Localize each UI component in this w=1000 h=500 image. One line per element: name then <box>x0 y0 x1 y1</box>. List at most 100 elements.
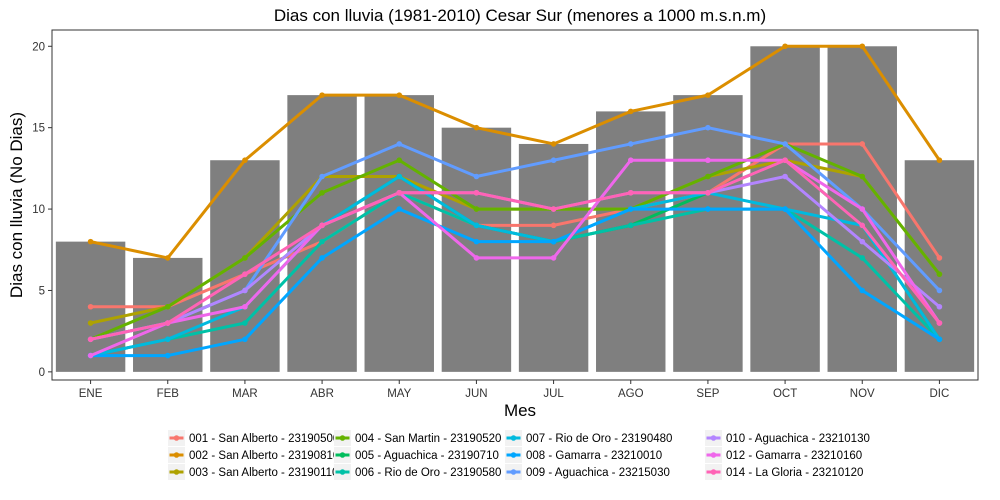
data-point <box>782 43 788 49</box>
legend-key-point <box>174 469 180 475</box>
data-point <box>937 288 943 294</box>
legend-label: 012 - Gamarra - 23210160 <box>726 450 862 462</box>
x-tick-label: FEB <box>157 388 180 400</box>
legend-label: 010 - Aguachica - 23210130 <box>726 433 870 445</box>
legend-item: 007 - Rio de Oro - 23190480 <box>505 430 672 446</box>
legend-item: 014 - La Gloria - 23210120 <box>705 464 863 480</box>
data-point <box>319 239 325 245</box>
bar-sep <box>673 95 742 372</box>
data-point <box>474 190 480 196</box>
x-tick-label: DIC <box>930 388 950 400</box>
data-point <box>396 141 402 147</box>
data-point <box>242 320 248 326</box>
data-point <box>705 125 711 131</box>
data-point <box>474 223 480 229</box>
legend-key-point <box>711 469 717 475</box>
y-tick-label: 20 <box>32 41 45 53</box>
legend-label: 002 - San Alberto - 23190810 <box>189 450 339 462</box>
data-point <box>88 320 94 326</box>
data-point <box>319 174 325 180</box>
data-point <box>474 125 480 131</box>
y-axis: 0 5 10 15 20 <box>32 41 52 379</box>
data-point <box>551 255 557 261</box>
data-point <box>705 174 711 180</box>
data-point <box>474 174 480 180</box>
legend-item: 006 - Rio de Oro - 23190580 <box>334 464 501 480</box>
bar-jun <box>442 128 511 372</box>
data-point <box>242 255 248 261</box>
legend-key-point <box>711 452 717 458</box>
data-point <box>319 190 325 196</box>
legend-key-point <box>711 435 717 441</box>
legend-item: 002 - San Alberto - 23190810 <box>168 447 339 463</box>
data-point <box>474 239 480 245</box>
legend-label: 004 - San Martin - 23190520 <box>355 433 501 445</box>
data-point <box>396 157 402 163</box>
data-point <box>396 206 402 212</box>
data-point <box>705 190 711 196</box>
legend-item: 010 - Aguachica - 23210130 <box>705 430 870 446</box>
legend-key-point <box>340 469 346 475</box>
data-point <box>782 206 788 212</box>
data-point <box>705 157 711 163</box>
legend-item: 005 - Aguachica - 23190710 <box>334 447 499 463</box>
data-point <box>551 223 557 229</box>
y-tick-label: 0 <box>39 367 45 379</box>
data-point <box>628 157 634 163</box>
data-point <box>551 141 557 147</box>
data-point <box>319 223 325 229</box>
data-point <box>859 174 865 180</box>
y-axis-title: Dias con lluvia (No Dias) <box>7 112 26 298</box>
legend-key-point <box>511 435 517 441</box>
data-point <box>859 239 865 245</box>
legend-label: 008 - Gamarra - 23210010 <box>526 450 662 462</box>
data-point <box>782 141 788 147</box>
legend-item: 008 - Gamarra - 23210010 <box>505 447 662 463</box>
x-tick-label: MAR <box>232 388 258 400</box>
data-point <box>782 157 788 163</box>
data-point <box>859 43 865 49</box>
legend-item: 003 - San Alberto - 23190110 <box>168 464 338 480</box>
legend-key-point <box>511 452 517 458</box>
x-tick-label: OCT <box>773 388 797 400</box>
legend-label: 006 - Rio de Oro - 23190580 <box>355 467 501 479</box>
data-point <box>242 271 248 277</box>
data-point <box>474 206 480 212</box>
x-axis-title: Mes <box>504 401 536 420</box>
data-point <box>859 141 865 147</box>
legend: 001 - San Alberto - 23190500 002 - San Al… <box>168 430 870 480</box>
legend-key-point <box>340 452 346 458</box>
data-point <box>165 353 171 359</box>
data-point <box>396 92 402 98</box>
data-point <box>859 206 865 212</box>
data-point <box>165 337 171 343</box>
legend-label: 009 - Aguachica - 23215030 <box>526 467 670 479</box>
data-point <box>937 255 943 261</box>
legend-label: 007 - Rio de Oro - 23190480 <box>526 433 672 445</box>
y-tick-label: 15 <box>32 123 45 135</box>
data-point <box>88 353 94 359</box>
bar-abr <box>287 95 356 372</box>
legend-item: 012 - Gamarra - 23210160 <box>705 447 862 463</box>
data-point <box>242 337 248 343</box>
data-point <box>88 239 94 245</box>
data-point <box>474 255 480 261</box>
data-point <box>319 255 325 261</box>
legend-key-point <box>174 435 180 441</box>
legend-label: 005 - Aguachica - 23190710 <box>355 450 499 462</box>
x-tick-label: ENE <box>79 388 103 400</box>
data-point <box>242 304 248 310</box>
legend-label: 014 - La Gloria - 23210120 <box>726 467 863 479</box>
legend-label: 003 - San Alberto - 23190110 <box>189 467 338 479</box>
data-point <box>937 271 943 277</box>
data-point <box>628 109 634 115</box>
data-point <box>396 174 402 180</box>
x-axis: ENE FEB MAR ABR MAY JUN JUL AGO SEP OCT NOV DIC <box>79 380 950 400</box>
x-tick-label: NOV <box>850 388 875 400</box>
data-point <box>782 174 788 180</box>
data-point <box>628 141 634 147</box>
data-point <box>859 223 865 229</box>
data-point <box>859 255 865 261</box>
legend-item: 001 - San Alberto - 23190500 <box>168 430 339 446</box>
